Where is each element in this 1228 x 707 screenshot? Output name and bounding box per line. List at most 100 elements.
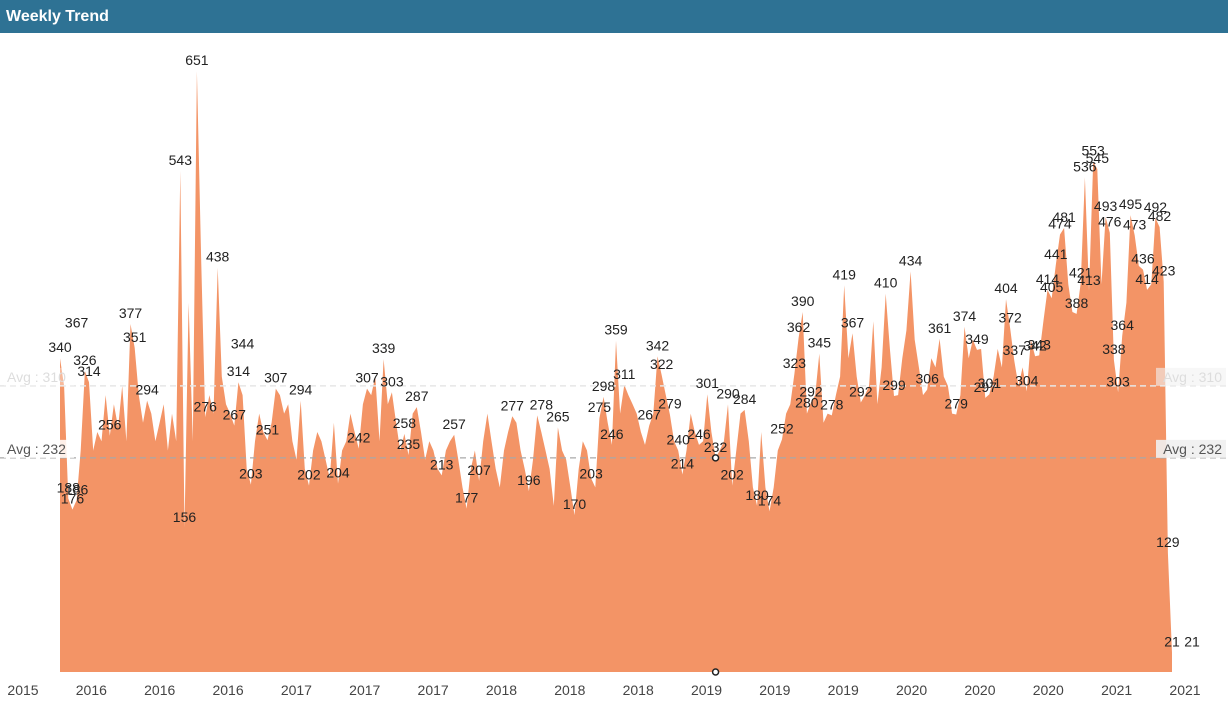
data-label: 421 [1069,264,1093,280]
x-tick-label: 2017 [281,682,312,698]
data-label: 323 [783,355,807,371]
x-tick-label: 2019 [759,682,790,698]
reference-label-left: Avg : 232 [7,441,66,457]
data-label: 294 [289,382,313,398]
x-tick-label: 2019 [828,682,859,698]
x-tick-label: 2018 [623,682,654,698]
data-label: 338 [1102,341,1126,357]
data-label: 203 [579,466,603,482]
data-label: 278 [530,396,554,412]
reference-label-left: Avg : 310 [7,369,66,385]
data-label: 275 [588,399,612,415]
x-tick-label: 2016 [212,682,243,698]
data-label: 176 [61,491,85,507]
data-label: 414 [1036,271,1060,287]
data-label: 242 [347,430,371,446]
data-label: 345 [808,335,832,351]
data-label: 364 [1111,317,1135,333]
data-label: 279 [658,395,682,411]
data-label: 21 [1184,634,1200,650]
data-label: 372 [998,310,1022,326]
data-label: 651 [185,52,209,68]
data-label: 404 [994,280,1018,296]
x-tick-label: 2016 [144,682,175,698]
data-label: 307 [264,370,288,386]
data-label: 362 [787,319,811,335]
data-label: 342 [1023,337,1047,353]
data-label: 545 [1086,150,1110,166]
data-label: 438 [206,249,230,265]
x-tick-label: 2021 [1169,682,1200,698]
data-label: 213 [430,456,454,472]
weekly-trend-chart[interactable]: Avg : 310 Avg : 310 Avg : 232 Avg : 232 340… [0,33,1228,707]
highlight-marker[interactable] [711,454,720,462]
data-label: 326 [73,352,97,368]
data-label: 177 [455,490,479,506]
data-label: 258 [393,415,417,431]
data-label: 256 [98,417,122,433]
data-label: 367 [841,314,865,330]
x-tick-label: 2020 [896,682,927,698]
data-label: 202 [720,467,744,483]
data-label: 434 [899,252,923,268]
data-label: 314 [227,363,251,379]
data-label: 156 [173,509,197,525]
data-label: 377 [119,305,143,321]
reference-label-bg [1156,367,1226,386]
x-tick-label: 2020 [1033,682,1064,698]
x-tick-label: 2018 [486,682,517,698]
data-label: 337 [1003,342,1027,358]
data-label: 388 [1065,295,1089,311]
x-tick-label: 2015 [7,682,38,698]
data-label: 207 [467,462,491,478]
data-label: 252 [770,420,794,436]
area-series[interactable] [60,71,1172,673]
data-label: 351 [123,329,147,345]
data-label: 202 [297,467,321,483]
x-tick-label: 2016 [76,682,107,698]
reference-label-right: Avg : 232 [1163,441,1222,457]
data-label: 174 [758,492,782,508]
data-label: 170 [563,496,587,512]
data-label: 251 [256,421,280,437]
reference-label-bg [1156,439,1226,458]
data-label: 232 [704,439,728,455]
data-label: 214 [671,455,695,471]
data-label: 390 [791,293,815,309]
data-label: 298 [592,378,616,394]
data-label: 284 [733,391,757,407]
data-label: 304 [1015,372,1039,388]
data-label: 246 [600,426,624,442]
data-label: 436 [1131,251,1155,267]
chart-title: Weekly Trend [6,8,109,25]
x-tick-label: 2017 [418,682,449,698]
data-label: 267 [223,407,247,423]
data-label: 278 [820,396,844,412]
data-label: 301 [696,375,720,391]
data-label: 297 [974,379,998,395]
data-label: 287 [405,388,429,404]
data-label: 277 [501,397,525,413]
data-label: 493 [1094,198,1118,214]
data-label: 180 [745,487,769,503]
data-labels-layer: 3403671881763143261862563773512945431566… [48,52,1200,676]
data-label: 343 [1028,336,1052,352]
data-label: 301 [978,375,1002,391]
data-label: 292 [799,383,823,399]
data-label: 294 [135,382,159,398]
data-label: 276 [194,398,218,414]
data-label: 481 [1052,209,1076,225]
x-tick-label: 2018 [554,682,585,698]
data-label: 374 [953,308,977,324]
data-label: 344 [231,335,255,351]
data-label: 235 [397,436,421,452]
data-label: 280 [795,395,819,411]
data-label: 359 [604,322,628,338]
x-tick-label: 2019 [691,682,722,698]
data-label: 303 [1106,373,1130,389]
x-tick-label: 2017 [349,682,380,698]
data-label: 413 [1077,272,1101,288]
data-label: 204 [326,465,350,481]
data-label: 492 [1144,199,1168,215]
data-label: 339 [372,340,396,356]
